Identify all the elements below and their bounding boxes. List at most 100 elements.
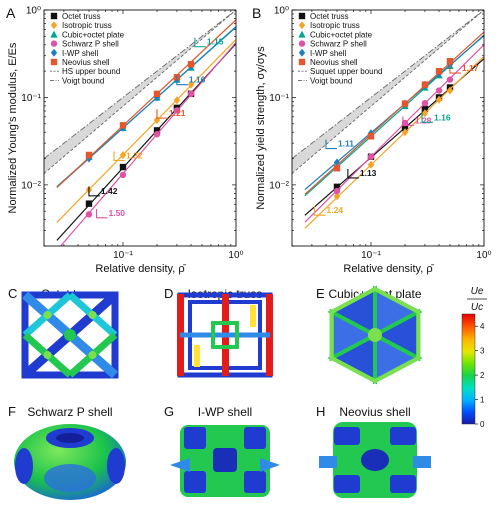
data-point-s4-p5 xyxy=(187,90,195,98)
legend-bound-label-2: Voigt bound xyxy=(310,76,352,85)
fit-line-2 xyxy=(56,39,236,223)
shell-lobe xyxy=(334,475,360,493)
y-axis-label: Normalized Young's modulus, E/Es xyxy=(7,42,19,213)
data-point-s2-p6 xyxy=(446,86,454,95)
shell-arm xyxy=(413,456,431,468)
data-point-s6-p2 xyxy=(119,122,127,129)
slope-bracket-5 xyxy=(194,37,206,48)
shell-center-opening xyxy=(213,448,237,472)
slope-label-5: 1.17 xyxy=(462,63,479,73)
data-point-s5-p3 xyxy=(153,93,161,102)
y-tick-label-1: 10⁻² xyxy=(269,180,289,191)
shell-lobe xyxy=(334,427,360,445)
slope-bracket-3 xyxy=(156,109,168,119)
shell-arm xyxy=(319,456,337,468)
colorbar-label-bottom: Uc xyxy=(471,302,483,313)
slope-label-4: 1.16 xyxy=(434,112,451,122)
render-title-f: Schwarz P shell xyxy=(27,405,112,419)
bound-line-1 xyxy=(44,10,236,174)
legend-label-2: Isotropic truss xyxy=(62,21,112,30)
colorbar-label-top: Ue xyxy=(471,286,484,297)
render-panel-e: E Cubic+octet plate xyxy=(316,285,423,385)
panel-letter-a: A xyxy=(6,5,16,21)
plot-frame xyxy=(291,9,485,247)
render-panel-h: H Neovius shell xyxy=(316,404,431,498)
render-title-h: Neovius shell xyxy=(339,405,410,419)
data-point-s1-p1 xyxy=(85,200,93,207)
chart-b: 1.11 1.13 1.28 1.16 1.17 1.24 10⁻¹ 10⁰ 10⁻² 10⁻¹ 1… xyxy=(255,6,492,276)
shell-center-opening xyxy=(361,449,389,471)
data-point-s6-p1 xyxy=(85,151,93,159)
y-tick-label-3: 10⁰ xyxy=(26,6,41,17)
colorbar-tick-label-4: 3 xyxy=(480,347,485,356)
shell-opening-inner xyxy=(56,433,84,443)
slope-bracket-5 xyxy=(449,64,461,74)
data-point-s6-p2 xyxy=(367,133,375,140)
legend-bound-label-2: Voigt bound xyxy=(62,76,104,85)
data-point-s2-p2 xyxy=(367,160,375,169)
legend-marker-3 xyxy=(50,30,58,38)
slope-bracket-1 xyxy=(325,139,337,150)
bound-line-2 xyxy=(44,10,236,159)
legend-label-6: Neovius shell xyxy=(62,58,110,67)
legend-label-4: Schwarz P shell xyxy=(310,40,367,49)
legend-label-5: I-WP shell xyxy=(310,49,347,58)
data-point-s2-p2 xyxy=(119,150,127,159)
render-panel-c: C Octet truss xyxy=(8,286,119,379)
legend-marker-4 xyxy=(298,40,306,47)
slope-label-1: 1.42 xyxy=(101,186,118,196)
data-point-s1-p4 xyxy=(421,105,429,113)
bound-line-1 xyxy=(292,10,484,174)
chart-a: 1.42 1.32 1.21 1.16 1.15 1.50 10⁻¹ 10⁰ 10⁻² 10⁻¹ 1… xyxy=(7,6,244,276)
y-axis-label: Normalized yield strength, σy/σys xyxy=(255,46,267,210)
data-point-s4-p2 xyxy=(367,153,375,160)
data-point-s2-p3 xyxy=(401,128,409,137)
slope-bracket-2 xyxy=(347,168,359,179)
legend-marker-1 xyxy=(50,12,58,20)
legend-marker-2 xyxy=(298,21,306,30)
fit-line-6 xyxy=(56,19,236,189)
data-point-s6-p5 xyxy=(187,60,195,68)
legend-label-1: Octet truss xyxy=(310,12,349,21)
node xyxy=(64,329,76,341)
colorbar-gradient xyxy=(461,313,476,425)
legend-label-4: Schwarz P shell xyxy=(62,40,119,49)
y-tick-label-1: 10⁻² xyxy=(21,180,41,191)
data-point-s4-p4 xyxy=(173,107,181,114)
x-axis-label: Relative density, ρ̄ xyxy=(95,263,186,275)
legend-label-3: Cubic+octet plate xyxy=(310,30,373,39)
colorbar-ticks: 0 1 2 3 4 xyxy=(475,322,485,429)
y-tick-label-2: 10⁻¹ xyxy=(269,93,289,104)
legend-marker-3 xyxy=(298,30,306,38)
data-point-s2-p1 xyxy=(333,192,341,201)
shell-shade xyxy=(44,464,96,492)
slope-bracket-4 xyxy=(176,75,188,86)
data-point-s6-p4 xyxy=(421,81,429,88)
data-point-s4-p4 xyxy=(421,99,429,107)
colorbar-tick-label-5: 4 xyxy=(480,322,485,331)
colorbar-tick-label-1: 0 xyxy=(480,420,485,429)
colorbar-tick-label-2: 1 xyxy=(480,396,485,405)
legend-label-5: I-WP shell xyxy=(62,49,99,58)
x-axis-label: Relative density, ρ̄ xyxy=(343,263,434,275)
data-point-s2-p3 xyxy=(153,116,161,125)
legend-label-2: Isotropic truss xyxy=(310,21,360,30)
panel-letter-h: H xyxy=(316,404,325,419)
shell-lobe xyxy=(390,475,416,493)
render-panel-g: G I-WP shell xyxy=(164,404,280,497)
data-point-s1-p1 xyxy=(333,183,341,191)
render-title-g: I-WP shell xyxy=(198,405,252,419)
legend-marker-4 xyxy=(50,40,58,47)
legend-marker-6 xyxy=(50,58,58,66)
data-point-s1-p3 xyxy=(401,124,409,131)
x-tick-label-2: 10⁰ xyxy=(476,250,491,261)
shell-opening-right xyxy=(107,448,125,484)
slope-bracket-3 xyxy=(402,116,414,126)
data-point-s6-p1 xyxy=(333,165,341,172)
shell-opening xyxy=(244,427,266,449)
bound-line-2 xyxy=(292,10,484,159)
slope-label-2: 1.32 xyxy=(126,151,143,161)
